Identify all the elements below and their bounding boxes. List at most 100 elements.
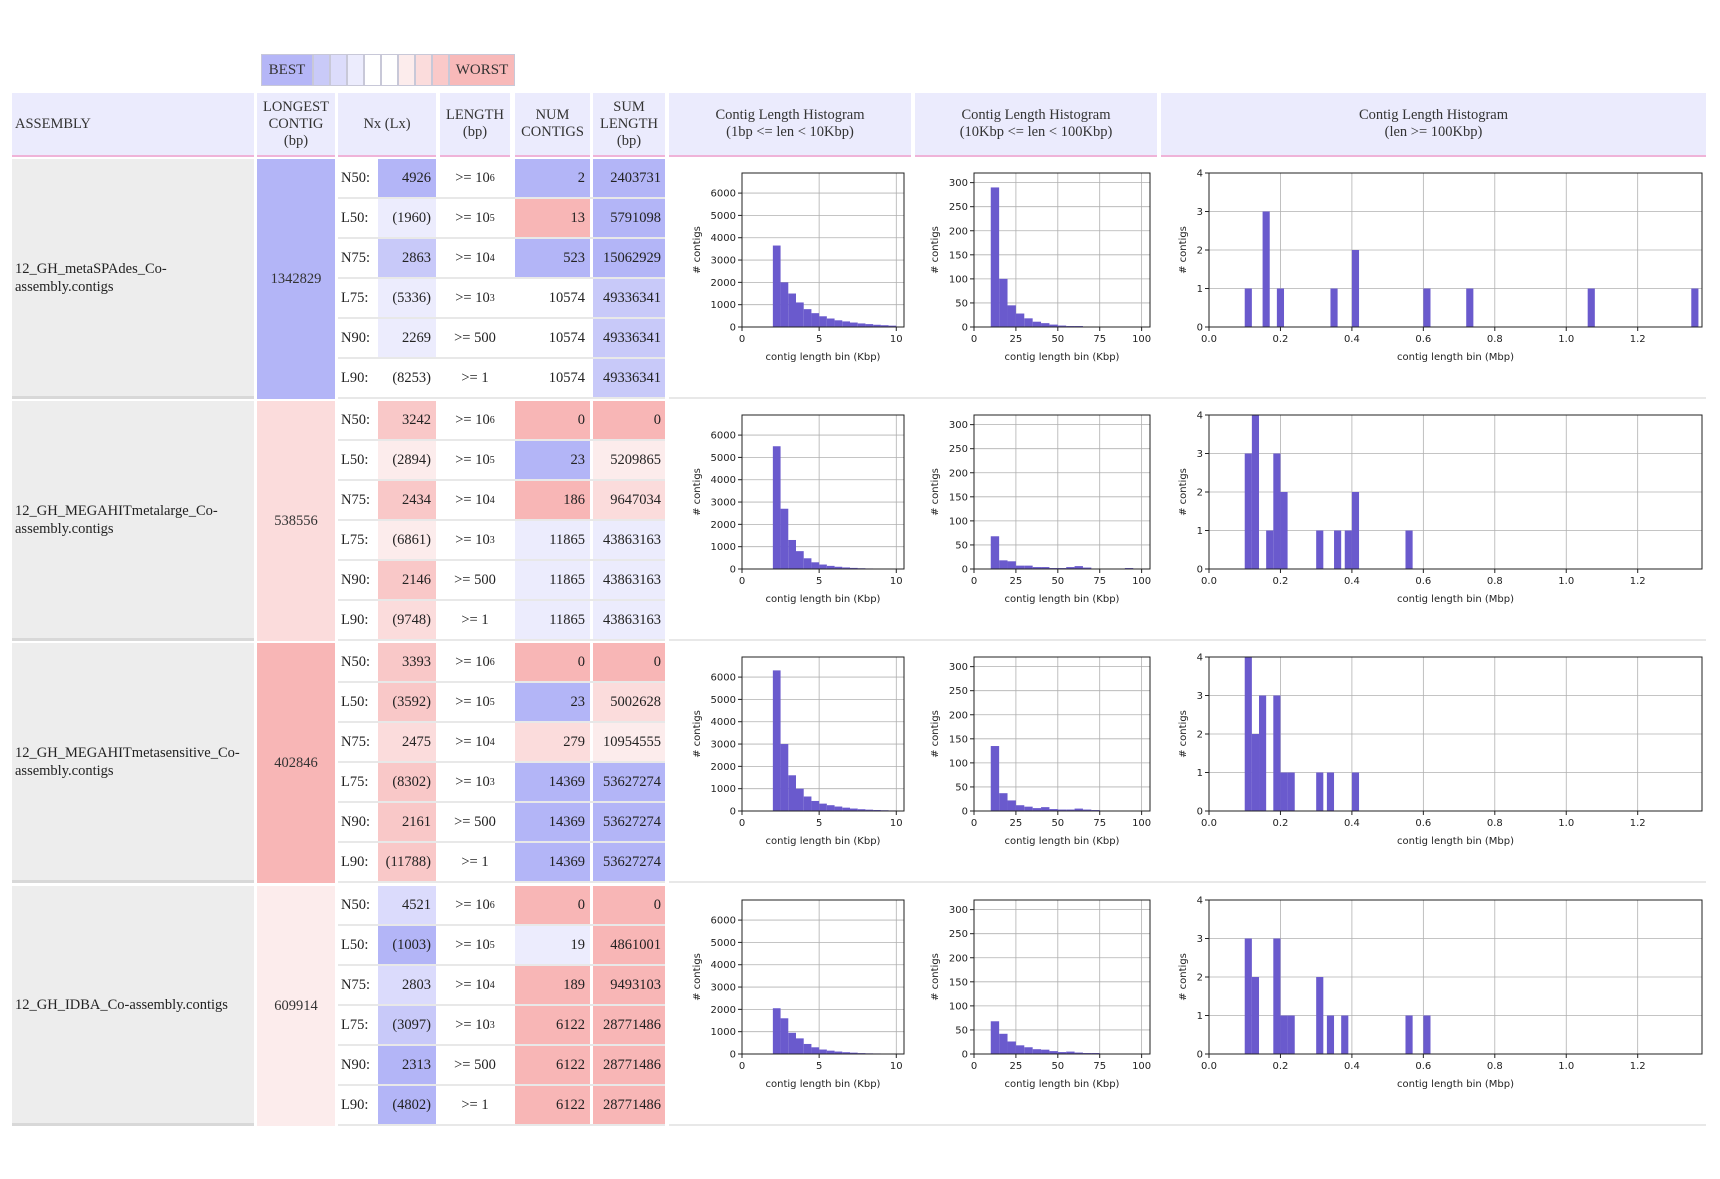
nx-label: N90: [341,813,370,830]
length-threshold-exp: 3 [489,292,495,304]
nx-label: N75: [341,733,370,750]
sum-length-value: 43863163 [593,521,665,559]
histogram-plot: 0 5 10 0 1000 2000 3000 4000 5000 6000 contig leng… [692,656,905,847]
plot-frame [741,656,905,812]
histogram-bar [1287,1015,1295,1054]
x-tick-label: 0 [739,1061,745,1072]
x-tick-label: 75 [1093,334,1106,345]
histogram-bar [1082,567,1092,569]
y-tick-label: 150 [949,734,968,745]
histogram-bar [1273,453,1281,569]
histogram-bar [1244,938,1252,1054]
sum-length-value: 15062929 [593,239,665,277]
histogram-bar [796,302,804,327]
header-hist-small: Contig Length Histogram (1bp <= len < 10K… [669,93,911,157]
histogram-bar [1266,530,1274,569]
histogram-bar [1007,800,1016,811]
histogram-bar [811,562,820,569]
x-tick-label: 0.0 [1201,818,1217,829]
x-axis-label: contig length bin (Mbp) [1397,352,1514,363]
nx-value: (8302) [378,763,436,801]
length-threshold-base: >= 10 [455,1016,490,1033]
y-tick-label: 300 [949,662,968,673]
x-tick-label: 0.2 [1272,576,1288,587]
histogram-bar [1024,806,1033,811]
length-threshold: >= 10 3 [440,763,510,801]
x-tick-label: 50 [1051,334,1064,345]
nx-label: L75: [341,1016,369,1033]
x-tick-label: 100 [1132,1061,1151,1072]
histogram-bar [803,796,812,811]
histogram-bar [842,1052,850,1054]
row-separator [669,639,1706,641]
header-longest-contig: LONGEST CONTIG (bp) [257,93,335,157]
length-threshold-exp: 6 [489,172,495,184]
y-axis-label: # contigs [1178,226,1189,274]
x-axis-label: contig length bin (Mbp) [1397,594,1514,605]
cell-separator [338,317,665,319]
header-hist3-line2: (len >= 100Kbp) [1384,124,1483,140]
row-separator [669,1124,1706,1126]
y-tick-label: 5000 [711,938,736,949]
sum-length-value: 2403731 [593,159,665,197]
cell-separator [338,1084,665,1086]
histogram-bar [1326,772,1335,811]
y-tick-label: 100 [949,274,968,285]
num-contigs-value: 11865 [515,521,590,559]
histogram-bar [999,560,1008,569]
histogram-bar [1015,1045,1025,1054]
x-tick-label: 0 [739,576,745,587]
histogram-bar [803,1043,812,1054]
assembly-row: 12_GH_IDBA_Co-assembly.contigs 609914 N50:… [12,886,1706,1126]
x-axis-label: contig length bin (Kbp) [1005,352,1120,363]
x-tick-label: 25 [1010,576,1023,587]
cell-separator [338,681,665,683]
num-contigs-value: 10574 [515,319,590,357]
histogram-bar [1273,938,1281,1054]
nx-label: L50: [341,451,369,468]
nx-value: (1003) [378,926,436,964]
y-tick-label: 250 [949,202,968,213]
histogram-bar [1024,318,1033,327]
cell-separator [338,439,665,441]
y-tick-label: 4 [1197,169,1203,180]
y-tick-label: 0 [1197,323,1203,334]
longest-contig-value: 609914 [257,886,335,1126]
x-tick-label: 1.0 [1558,1061,1574,1072]
length-threshold: >= 10 5 [440,199,510,237]
length-threshold-exp: 6 [489,899,495,911]
header-sum-line3: (bp) [616,132,642,149]
y-tick-label: 6000 [711,431,736,442]
x-tick-label: 5 [816,576,822,587]
length-threshold-base: >= 10 [455,936,490,953]
histogram-bar [1316,530,1324,569]
header-hist2-line1: Contig Length Histogram [961,107,1111,123]
length-threshold-base: >= 10 [455,249,490,266]
num-contigs-value: 13 [515,199,590,237]
assembly-name-text: 12_GH_metaSPAdes_Co-assembly.contigs [15,260,167,296]
cell-separator [338,721,665,723]
histogram-bar [1024,565,1033,569]
cell-separator [338,277,665,279]
histogram-bar [788,293,796,327]
histogram-bar [850,567,858,569]
histogram-bar [796,1038,804,1054]
length-threshold-base: >= 10 [455,773,490,790]
x-tick-label: 0 [739,818,745,829]
header-nx: Nx (Lx) [338,93,436,157]
x-tick-label: 10 [890,576,903,587]
x-axis-label: contig length bin (Kbp) [1005,836,1120,847]
y-tick-label: 5000 [711,211,736,222]
length-threshold: >= 500 [440,803,510,841]
cell-separator [338,639,665,641]
histogram-bar [796,551,804,569]
header-longest-line1: LONGEST [262,98,330,115]
header-hist3-line1: Contig Length Histogram [1358,107,1508,123]
y-tick-label: 2000 [711,520,736,531]
nx-value: 4926 [378,159,436,197]
histogram-bar [1405,530,1413,569]
x-tick-label: 0.2 [1272,818,1288,829]
num-contigs-value: 11865 [515,601,590,639]
y-tick-label: 150 [949,250,968,261]
x-tick-label: 0.6 [1415,1061,1431,1072]
